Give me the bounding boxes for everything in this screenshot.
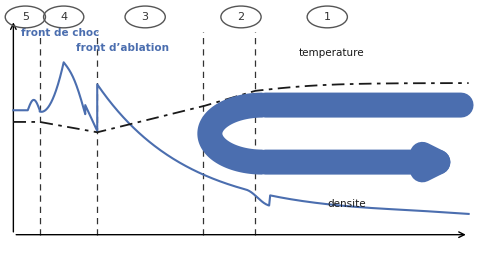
FancyArrowPatch shape [266,154,438,170]
Text: 2: 2 [238,12,244,22]
Text: 1: 1 [324,12,331,22]
Text: front d’ablation: front d’ablation [76,43,169,53]
Text: 4: 4 [60,12,67,22]
Text: laser: laser [415,99,449,112]
Text: temperature: temperature [298,48,364,58]
Text: 5: 5 [22,12,29,22]
Text: front de choc: front de choc [21,28,99,38]
Text: densite: densite [327,199,366,209]
Text: 3: 3 [142,12,148,22]
